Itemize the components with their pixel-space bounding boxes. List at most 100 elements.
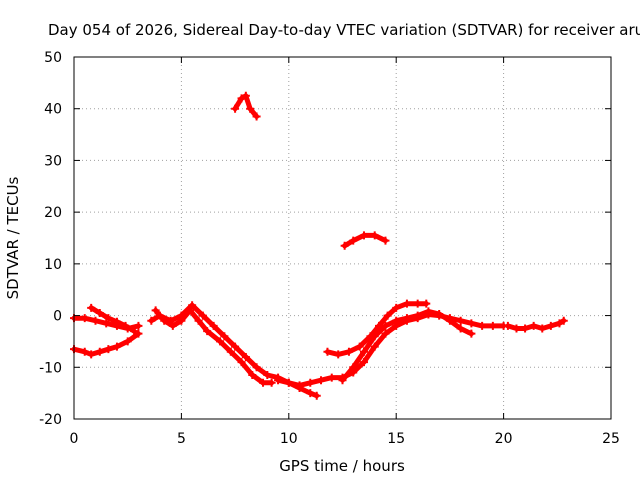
series-track-6 [231, 91, 261, 121]
data-point [359, 358, 368, 367]
data-point [413, 299, 422, 308]
data-point [370, 332, 379, 341]
x-tick-label: 20 [495, 431, 513, 447]
data-point [91, 316, 100, 325]
data-point [445, 316, 454, 325]
data-point [467, 329, 476, 338]
data-point [456, 316, 465, 325]
y-tick-label: 20 [44, 205, 62, 221]
x-tick-label: 15 [387, 431, 405, 447]
data-point [424, 307, 433, 316]
data-point [237, 94, 246, 103]
data-point [134, 321, 143, 330]
data-point [216, 337, 225, 346]
series-track-7 [340, 231, 390, 250]
data-point [274, 376, 283, 385]
data-point [370, 342, 379, 351]
data-point [546, 321, 555, 330]
series-layer [70, 91, 568, 400]
data-point [246, 104, 255, 113]
x-axis-label: GPS time / hours [279, 457, 405, 475]
data-point [295, 381, 304, 390]
data-point [359, 231, 368, 240]
data-point [194, 316, 203, 325]
data-point [188, 301, 197, 310]
chart-title: Day 054 of 2026, Sidereal Day-to-day VTE… [48, 21, 640, 39]
data-point [306, 389, 315, 398]
data-point [284, 378, 293, 387]
data-point [263, 371, 272, 380]
data-point [87, 350, 96, 359]
data-point [248, 371, 257, 380]
data-point [177, 316, 186, 325]
data-point [456, 324, 465, 333]
data-point [95, 308, 104, 317]
data-point [259, 378, 268, 387]
data-point [488, 321, 497, 330]
data-point [147, 316, 156, 325]
data-point [521, 324, 530, 333]
data-point [338, 376, 347, 385]
data-point [237, 358, 246, 367]
data-point [241, 91, 250, 100]
data-point [104, 345, 113, 354]
data-point [381, 321, 390, 330]
data-point [478, 321, 487, 330]
plot-frame [73, 56, 612, 420]
data-point [392, 316, 401, 325]
data-point [334, 350, 343, 359]
data-point [121, 321, 130, 330]
data-point [185, 306, 194, 315]
y-tick-label: -20 [39, 412, 62, 428]
data-point [112, 342, 121, 351]
data-point [355, 342, 364, 351]
data-point [349, 363, 358, 372]
data-point [252, 363, 261, 372]
data-point [220, 332, 229, 341]
y-tick-label: 50 [44, 50, 62, 66]
data-point [381, 329, 390, 338]
series-track-5 [151, 306, 276, 387]
data-point [512, 324, 521, 333]
x-tick-label: 10 [280, 431, 298, 447]
data-point [123, 337, 132, 346]
data-point [370, 231, 379, 240]
data-point [198, 311, 207, 320]
data-point [209, 321, 218, 330]
x-tick-label: 0 [70, 431, 79, 447]
x-tick-label: 25 [602, 431, 620, 447]
data-point [151, 306, 160, 315]
tick-layer: 0 5 10 15 20 25 -20 -10 0 10 20 30 40 50 [39, 50, 620, 447]
data-point [104, 314, 113, 323]
series-track-9 [323, 299, 431, 359]
data-point [168, 321, 177, 330]
data-point [80, 347, 89, 356]
data-point [267, 378, 276, 387]
data-point [344, 347, 353, 356]
data-point [559, 316, 568, 325]
data-point [134, 329, 143, 338]
data-point [349, 236, 358, 245]
series-track-2 [87, 303, 139, 336]
data-point [529, 321, 538, 330]
series-line [275, 312, 507, 388]
x-tick-label: 5 [177, 431, 186, 447]
data-point [402, 299, 411, 308]
data-point [87, 303, 96, 312]
series-track-11 [503, 316, 568, 333]
data-point [359, 347, 368, 356]
data-point [467, 319, 476, 328]
data-point [340, 241, 349, 250]
series-track-3 [70, 329, 143, 359]
data-point [160, 316, 169, 325]
y-axis-label: SDTVAR / TECUs [4, 176, 22, 299]
data-point [112, 317, 121, 326]
data-point [312, 391, 321, 400]
data-point [317, 376, 326, 385]
data-point [241, 352, 250, 361]
data-point [555, 319, 564, 328]
data-point [392, 303, 401, 312]
y-tick-label: 0 [53, 309, 62, 325]
data-point [252, 112, 261, 121]
